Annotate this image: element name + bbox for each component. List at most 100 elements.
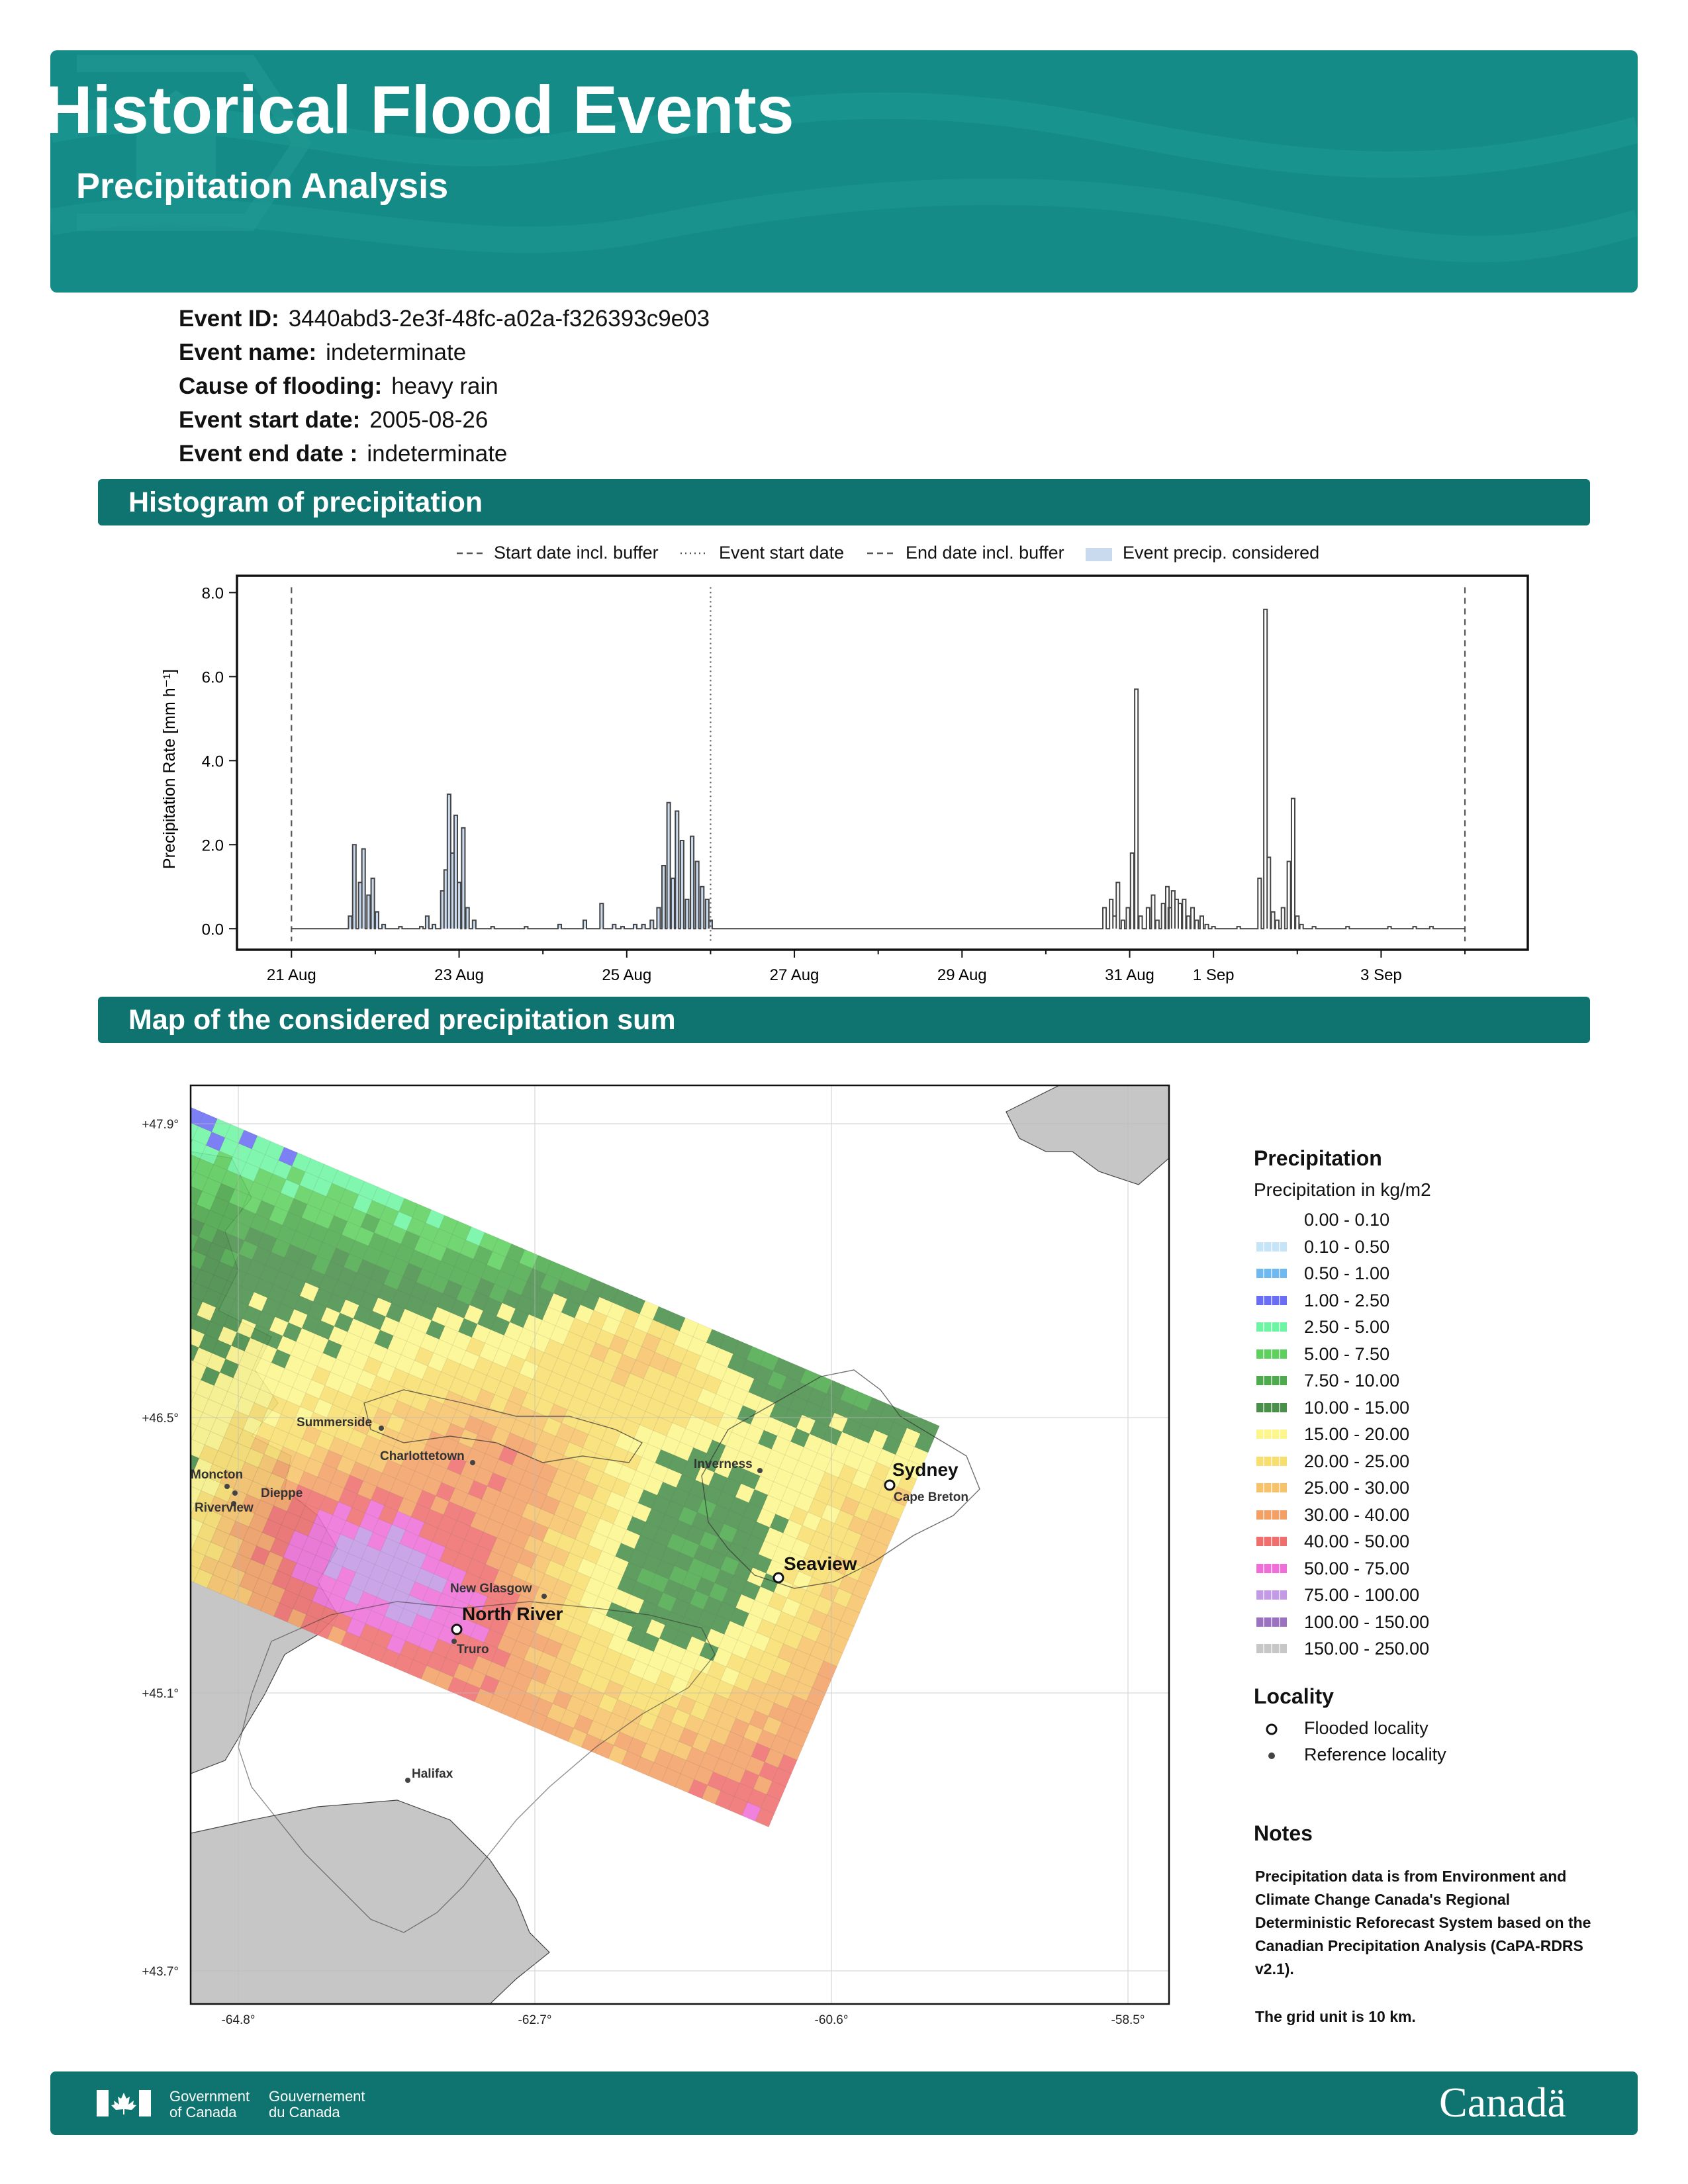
label-sydney: Sydney (892, 1459, 959, 1480)
grid-cell (136, 1260, 155, 1279)
grid-cell (142, 1468, 161, 1487)
legend-class-swatch (1256, 1215, 1287, 1224)
flooded-locality-icon (1262, 1719, 1282, 1739)
grid-cell (132, 1527, 152, 1546)
grid-cell (147, 1233, 166, 1252)
legend-class-row: 5.00 - 7.50 (1254, 1341, 1532, 1368)
legend-class-swatch (1256, 1510, 1287, 1520)
label-dieppe: Dieppe (261, 1486, 303, 1500)
grid-cell (167, 1447, 186, 1466)
grid-cell (153, 1220, 172, 1239)
legend-class-label: 30.00 - 40.00 (1304, 1502, 1409, 1529)
grid-cell (123, 1476, 142, 1495)
legend-class-row: 15.00 - 20.00 (1254, 1421, 1532, 1448)
legend-class-swatch (1256, 1483, 1287, 1492)
grid-cell (173, 1134, 193, 1153)
considered-fill (291, 794, 712, 929)
precipitation-map: Summerside Charlottetown Moncton Dieppe … (119, 1059, 1205, 2025)
map-legend-classes: 0.00 - 0.10 0.10 - 0.50 0.50 - 1.00 1.00 - … (1254, 1206, 1532, 1662)
legend-class-label: 10.00 - 15.00 (1304, 1394, 1409, 1422)
x-tick-label: 1 Sep (1193, 966, 1235, 984)
grid-cell (167, 1557, 186, 1576)
label-riverview: Riverview (195, 1501, 254, 1515)
grid-cell (173, 1544, 192, 1563)
legend-class-row: 10.00 - 15.00 (1254, 1394, 1532, 1422)
grid-cell (165, 1525, 184, 1544)
lon-label-4: -58.5° (1111, 2013, 1145, 2025)
grid-cell (145, 1201, 164, 1220)
histogram-section-title: Histogram of precipitation (98, 479, 1590, 525)
x-tick-label: 21 Aug (267, 966, 316, 984)
legend-class-label: 20.00 - 25.00 (1304, 1448, 1409, 1475)
grid-cell (119, 1281, 130, 1300)
grid-cell (156, 1474, 175, 1493)
grid-cell (168, 1148, 187, 1167)
grid-cell (140, 1325, 159, 1344)
canada-wordmark: Canadä (1439, 2078, 1566, 2127)
grid-cell (163, 1492, 182, 1512)
legend-class-row: 0.50 - 1.00 (1254, 1260, 1532, 1287)
legend-start-buffer: Start date incl. buffer (494, 543, 659, 563)
grid-cell (134, 1449, 154, 1468)
grid-cell (146, 1533, 165, 1552)
y-tick-label: 8.0 (202, 584, 224, 602)
page-title: Historical Flood Events (44, 71, 794, 149)
legend-class-row: 0.00 - 0.10 (1254, 1206, 1532, 1234)
event-cause-row: Cause of flooding: heavy rain (179, 373, 498, 400)
precipitation-histogram: 0.02.04.06.08.0 21 Aug 23 Aug 25 Aug 27 Aug… (132, 569, 1556, 993)
grid-cell (126, 1319, 146, 1338)
lat-label-2: +46.5° (142, 1412, 179, 1426)
legend-class-row: 100.00 - 150.00 (1254, 1609, 1532, 1636)
grid-cell (142, 1247, 161, 1266)
grid-cell (142, 1357, 161, 1377)
legend-class-row: 25.00 - 30.00 (1254, 1475, 1532, 1502)
grid-cell (119, 1392, 130, 1411)
grid-cell (119, 1457, 134, 1476)
map-legend-subtitle: Precipitation in kg/m2 (1254, 1179, 1431, 1201)
grid-cell (119, 1522, 138, 1541)
grid-cell (119, 1516, 125, 1535)
grid-cell (119, 1379, 136, 1398)
notes-title: Notes (1254, 1821, 1313, 1846)
lon-label-2: -62.7° (518, 2013, 552, 2025)
legend-class-swatch (1256, 1376, 1287, 1385)
grid-cell (151, 1298, 170, 1317)
legend-class-swatch (1256, 1564, 1287, 1573)
x-tick-label: 25 Aug (602, 966, 651, 984)
grid-cell (161, 1460, 180, 1479)
lat-label-1: +47.9° (142, 1118, 179, 1132)
legend-class-label: 40.00 - 50.00 (1304, 1528, 1409, 1555)
grid-cell (170, 1291, 189, 1310)
grid-cell (130, 1494, 150, 1514)
legend-class-row: 75.00 - 100.00 (1254, 1582, 1532, 1609)
legend-class-swatch (1256, 1430, 1287, 1439)
y-tick-label: 6.0 (202, 668, 224, 686)
grid-cell (122, 1365, 142, 1384)
grid-cell (149, 1265, 168, 1285)
grid-cell (134, 1228, 153, 1247)
grid-cell (157, 1285, 176, 1304)
label-inverness: Inverness (694, 1457, 753, 1471)
grid-cell (134, 1338, 153, 1357)
legend-class-label: 0.50 - 1.00 (1304, 1260, 1389, 1287)
legend-class-label: 0.10 - 0.50 (1304, 1234, 1389, 1261)
grid-cell (164, 1193, 183, 1212)
grid-cell (136, 1481, 156, 1500)
grid-cell (138, 1293, 157, 1312)
label-new-glasgow: New Glasgow (450, 1582, 532, 1596)
grid-cell (128, 1351, 148, 1371)
y-tick-label: 2.0 (202, 837, 224, 854)
x-tick-label: 29 Aug (937, 966, 987, 984)
grid-cell (119, 1267, 136, 1287)
legend-end-buffer: End date incl. buffer (906, 543, 1064, 563)
event-start-row: Event start date: 2005-08-26 (179, 407, 488, 433)
label-summerside: Summerside (297, 1416, 372, 1430)
legend-class-row: 30.00 - 40.00 (1254, 1502, 1532, 1529)
grid-cell (119, 1535, 132, 1554)
grid-cell (121, 1443, 140, 1463)
notes-grid: The grid unit is 10 km. (1255, 2005, 1599, 2028)
grid-cell (119, 1470, 128, 1489)
label-charlottetown: Charlottetown (380, 1449, 465, 1463)
grid-cell (140, 1435, 159, 1455)
grid-cell (152, 1520, 171, 1539)
